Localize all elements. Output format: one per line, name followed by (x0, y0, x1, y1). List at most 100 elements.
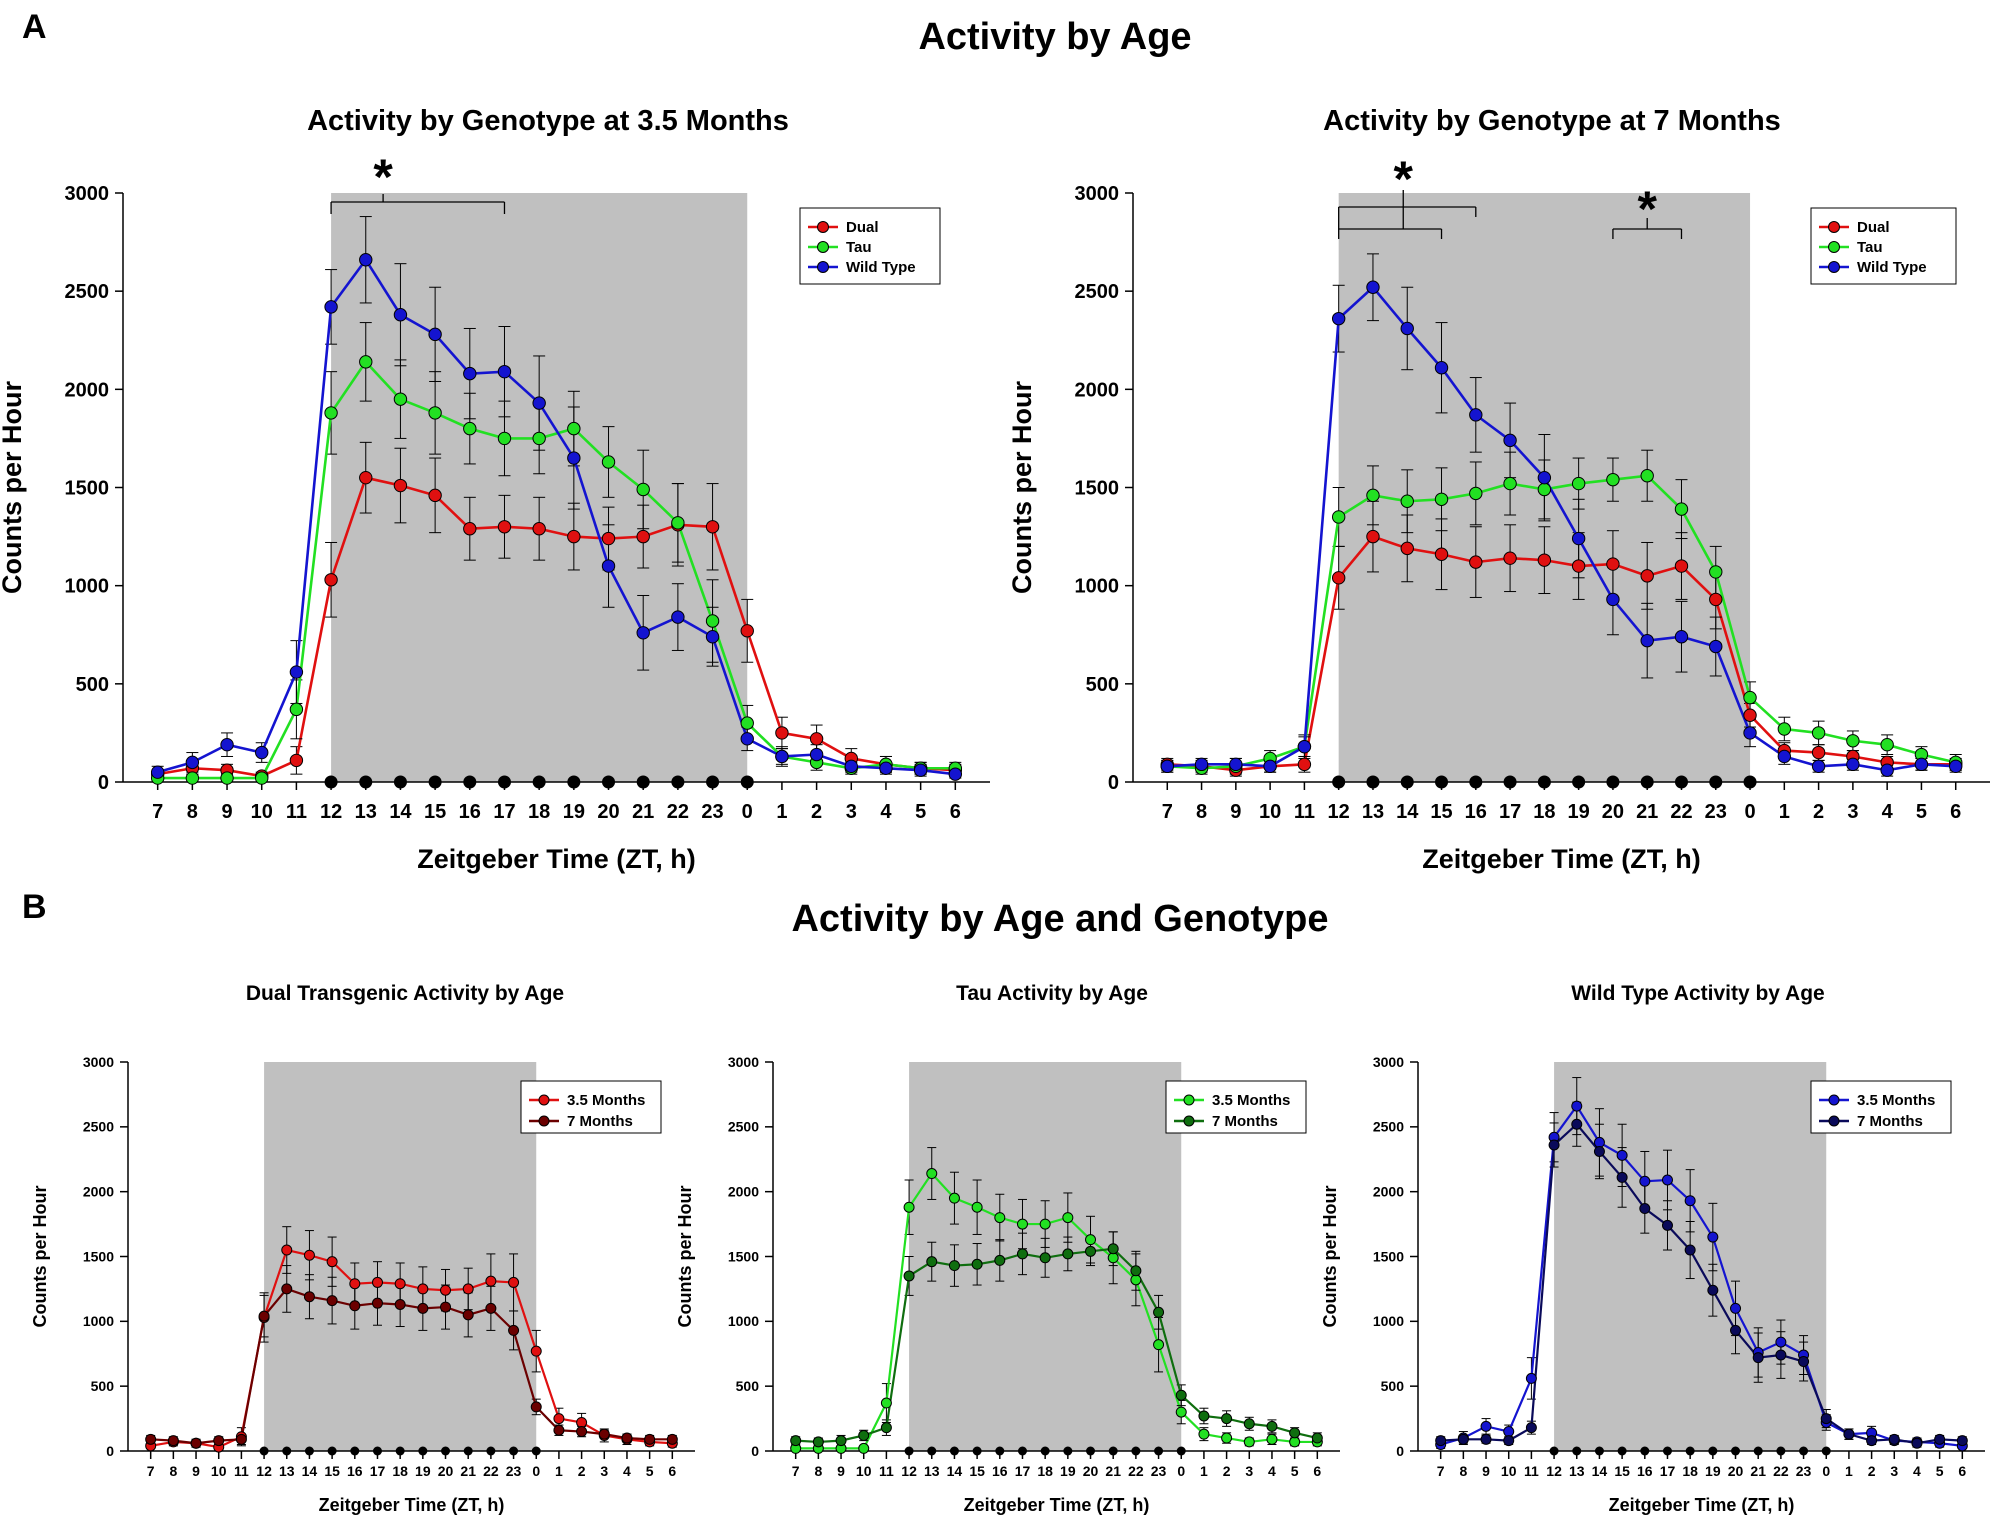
dark-phase-marker (1017, 1446, 1027, 1456)
y-tick-label: 1000 (65, 576, 110, 598)
data-point (880, 1422, 892, 1434)
x-tick-label: 13 (355, 801, 377, 823)
dark-phase-marker (1731, 1446, 1741, 1456)
data-point (1366, 529, 1380, 544)
legend-marker (1828, 1094, 1840, 1106)
y-tick-label: 500 (1086, 674, 1119, 696)
chart-title: Activity by Genotype at 7 Months (1323, 105, 1781, 137)
data-point (393, 308, 408, 322)
y-axis-label: Counts per Hour (675, 1186, 695, 1328)
x-tick-label: 17 (1015, 1463, 1031, 1479)
data-point (553, 1424, 565, 1436)
dark-phase-marker (1617, 1446, 1627, 1456)
data-point (1820, 1413, 1832, 1425)
data-point (324, 573, 338, 587)
data-point (1266, 1433, 1278, 1445)
dark-phase-marker (372, 1446, 382, 1456)
y-tick-label: 2500 (83, 1119, 114, 1135)
x-tick-label: 9 (837, 1463, 845, 1479)
x-tick-label: 16 (992, 1463, 1008, 1479)
data-point (532, 522, 546, 536)
data-point (508, 1324, 520, 1336)
dark-phase-marker (463, 775, 477, 789)
data-point (258, 1310, 270, 1322)
data-point (926, 1168, 938, 1180)
legend: 3.5 Months 7 Months (1810, 1080, 1952, 1134)
x-tick-label: 4 (1268, 1463, 1276, 1479)
x-tick-label: 9 (1230, 801, 1241, 823)
x-tick-label: 18 (1682, 1463, 1698, 1479)
x-tick-label: 14 (947, 1463, 963, 1479)
panel-b-label: B (22, 888, 47, 926)
y-tick-label: 1000 (1373, 1313, 1404, 1329)
data-point (428, 406, 442, 420)
data-point (740, 716, 754, 730)
data-point (428, 488, 442, 503)
data-point (740, 624, 754, 638)
x-tick-label: 12 (320, 801, 342, 823)
x-tick-label: 11 (1294, 801, 1315, 823)
x-tick-label: 7 (1162, 801, 1173, 823)
data-point (1469, 408, 1483, 422)
x-tick-label: 14 (1396, 801, 1419, 823)
y-tick-label: 1500 (65, 478, 110, 500)
data-point (671, 516, 685, 530)
significance-asterisk: * (373, 149, 393, 205)
data-point (1707, 1231, 1719, 1243)
x-tick-label: 21 (460, 1463, 476, 1479)
x-tick-label: 0 (1177, 1463, 1185, 1479)
data-point (281, 1244, 293, 1256)
data-point (1798, 1356, 1810, 1368)
data-point (1194, 757, 1209, 772)
x-tick-label: 4 (1882, 801, 1894, 823)
data-point (393, 392, 408, 406)
x-tick-label: 5 (1936, 1463, 1944, 1479)
legend-marker (817, 221, 829, 233)
dark-phase-marker (995, 1446, 1005, 1456)
data-point (1331, 571, 1346, 585)
dark-phase-marker (463, 1446, 473, 1456)
legend-label: Wild Type (846, 259, 916, 276)
data-point (913, 763, 928, 777)
dark-phase-marker (1743, 775, 1757, 789)
data-point (1709, 592, 1723, 607)
dark-phase-marker (1063, 1446, 1073, 1456)
data-point (1085, 1245, 1097, 1257)
y-tick-label: 1000 (1075, 576, 1120, 598)
x-tick-label: 18 (1533, 801, 1555, 823)
y-axis-label: Counts per Hour (30, 1186, 50, 1328)
data-point (417, 1283, 429, 1295)
data-point (1743, 690, 1757, 705)
x-tick-label: 9 (221, 801, 232, 823)
data-point (1503, 551, 1517, 565)
dark-phase-marker (324, 775, 338, 789)
x-tick-label: 19 (1568, 801, 1590, 823)
x-tick-label: 3 (600, 1463, 608, 1479)
x-tick-label: 21 (1750, 1463, 1766, 1479)
data-point (994, 1254, 1006, 1266)
x-tick-label: 21 (1636, 801, 1658, 823)
y-tick-label: 0 (1396, 1443, 1404, 1459)
significance-bracket: * (330, 149, 506, 214)
data-point (740, 732, 754, 746)
x-tick-label: 16 (1637, 1463, 1653, 1479)
dark-phase-marker (1332, 775, 1346, 789)
x-tick-label: 0 (1822, 1463, 1830, 1479)
x-tick-label: 13 (924, 1463, 940, 1479)
y-tick-label: 2500 (65, 281, 110, 303)
dark-phase-marker (1040, 1446, 1050, 1456)
x-tick-label: 9 (192, 1463, 200, 1479)
data-point (601, 559, 616, 573)
dark-phase-marker (418, 1446, 428, 1456)
dark-phase-marker (1685, 1446, 1695, 1456)
x-axis-label: Zeitgeber Time (ZT, h) (319, 1495, 505, 1515)
x-tick-label: 1 (1200, 1463, 1208, 1479)
legend-label: 7 Months (1857, 1113, 1923, 1130)
data-point (1888, 1433, 1900, 1445)
data-point (567, 451, 581, 465)
legend-label: 3.5 Months (567, 1092, 645, 1109)
dark-phase-marker (972, 1446, 982, 1456)
data-point (553, 1413, 565, 1425)
data-point (1537, 553, 1552, 567)
